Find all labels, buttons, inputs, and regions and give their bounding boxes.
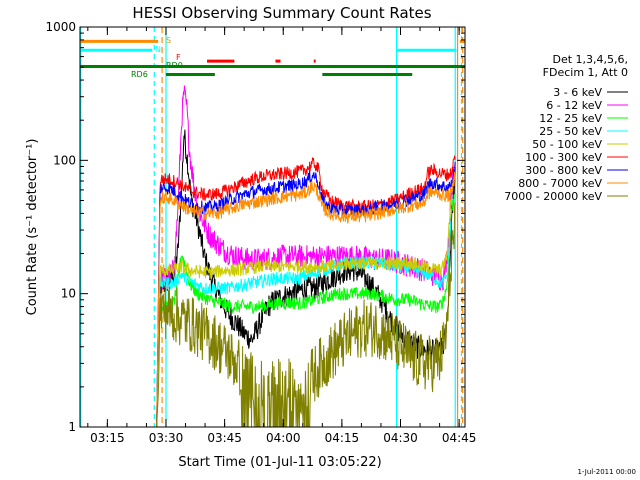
series-group [156,85,456,428]
series-line-6 [156,161,456,428]
flag-label-s: S [166,36,171,45]
x-tick-label-4: 04:15 [325,431,360,445]
series-line-5 [156,155,456,428]
x-tick-label-5: 04:30 [383,431,418,445]
y-axis-label: Count Rate (s⁻¹ detector⁻¹) [25,139,40,316]
legend-header-1: FDecim 1, Att 0 [543,66,628,79]
legend-label-5: 100 - 300 keV [525,151,602,164]
x-tick-label-1: 03:30 [149,431,184,445]
footer-date: 1-Jul-2011 00:00 [577,468,636,476]
x-tick-label-6: 04:45 [442,431,477,445]
flag-label-f: F [176,53,181,62]
flag-label-n: N [155,45,161,54]
legend-header-0: Det 1,3,4,5,6, [552,53,628,66]
legend-label-0: 3 - 6 keV [553,86,602,99]
axes: 03:15 03:30 03:45 04:00 04:15 04:30 04:45 1 10 10… [45,20,476,445]
legend-label-4: 50 - 100 keV [532,138,602,151]
legend: Det 1,3,4,5,6,FDecim 1, Att 0 3 - 6 keV6 … [504,53,628,203]
chart-title: HESSI Observing Summary Count Rates [132,4,431,22]
plot-frame [79,26,466,428]
legend-label-6: 300 - 800 keV [525,164,602,177]
legend-label-7: 800 - 7000 keV [518,177,602,190]
mode-change-lines [80,27,464,427]
flag-label-rd0: RD0 [166,61,183,70]
legend-label-1: 6 - 12 keV [546,99,602,112]
legend-label-8: 7000 - 20000 keV [504,190,602,203]
series-line-4 [156,199,452,428]
y-tick-label-0: 1 [68,420,76,434]
y-tick-label-3: 1000 [45,20,76,34]
series-line-7 [156,171,456,428]
y-tick-label-2: 100 [53,153,76,167]
x-tick-label-3: 04:00 [266,431,301,445]
series-line-2 [156,193,456,428]
x-tick-label-2: 03:45 [207,431,242,445]
legend-label-3: 25 - 50 keV [539,125,602,138]
flag-label-rd6: RD6 [131,70,148,79]
legend-label-2: 12 - 25 keV [539,112,602,125]
x-tick-label-0: 03:15 [90,431,125,445]
y-tick-label-1: 10 [61,287,76,301]
x-axis-label: Start Time (01-Jul-11 03:05:22) [178,455,381,470]
